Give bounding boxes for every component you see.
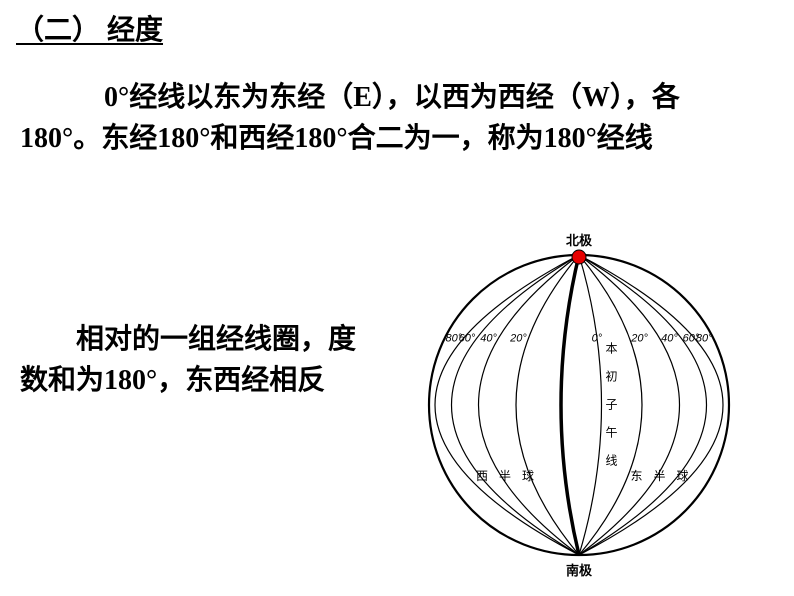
meridian xyxy=(435,255,579,555)
prime-meridian-char: 午 xyxy=(605,426,617,440)
degree-label: 20° xyxy=(630,333,648,345)
prime-meridian-char: 子 xyxy=(605,398,617,412)
degree-label: 40° xyxy=(480,333,497,345)
prime-meridian-char: 线 xyxy=(605,454,617,468)
meridian xyxy=(579,255,680,555)
degree-label: 80° xyxy=(696,333,713,345)
meridian xyxy=(579,255,723,555)
paragraph-2: 相对的一组经线圈，度数和为180°，东西经相反 xyxy=(20,320,380,401)
meridian xyxy=(579,255,602,555)
degree-label: 0° xyxy=(592,333,603,345)
north-pole-label: 北极 xyxy=(566,233,593,248)
meridian xyxy=(479,255,580,555)
east-hemi-label: 东 半 球 xyxy=(630,469,692,483)
globe-outline xyxy=(429,255,729,555)
degree-label: 40° xyxy=(661,333,678,345)
prime-meridian-char: 初 xyxy=(605,370,617,384)
west-hemi-label: 西 半 球 xyxy=(476,469,538,483)
prime-meridian-char: 本 xyxy=(605,342,617,356)
north-pole-dot xyxy=(572,250,586,264)
paragraph-1: 0°经线以东为东经（E），以西为西经（W），各180°。东经180°和西经180… xyxy=(20,78,760,159)
degree-label: 20° xyxy=(509,333,527,345)
globe-diagram: 80°60°40°20°0°20°40°60°80°北极南极西 半 球东 半 球… xyxy=(394,218,764,588)
south-pole-label: 南极 xyxy=(566,563,593,578)
section-heading: （二） 经度 xyxy=(16,8,163,48)
meridian xyxy=(561,255,579,555)
degree-label: 60° xyxy=(459,333,476,345)
